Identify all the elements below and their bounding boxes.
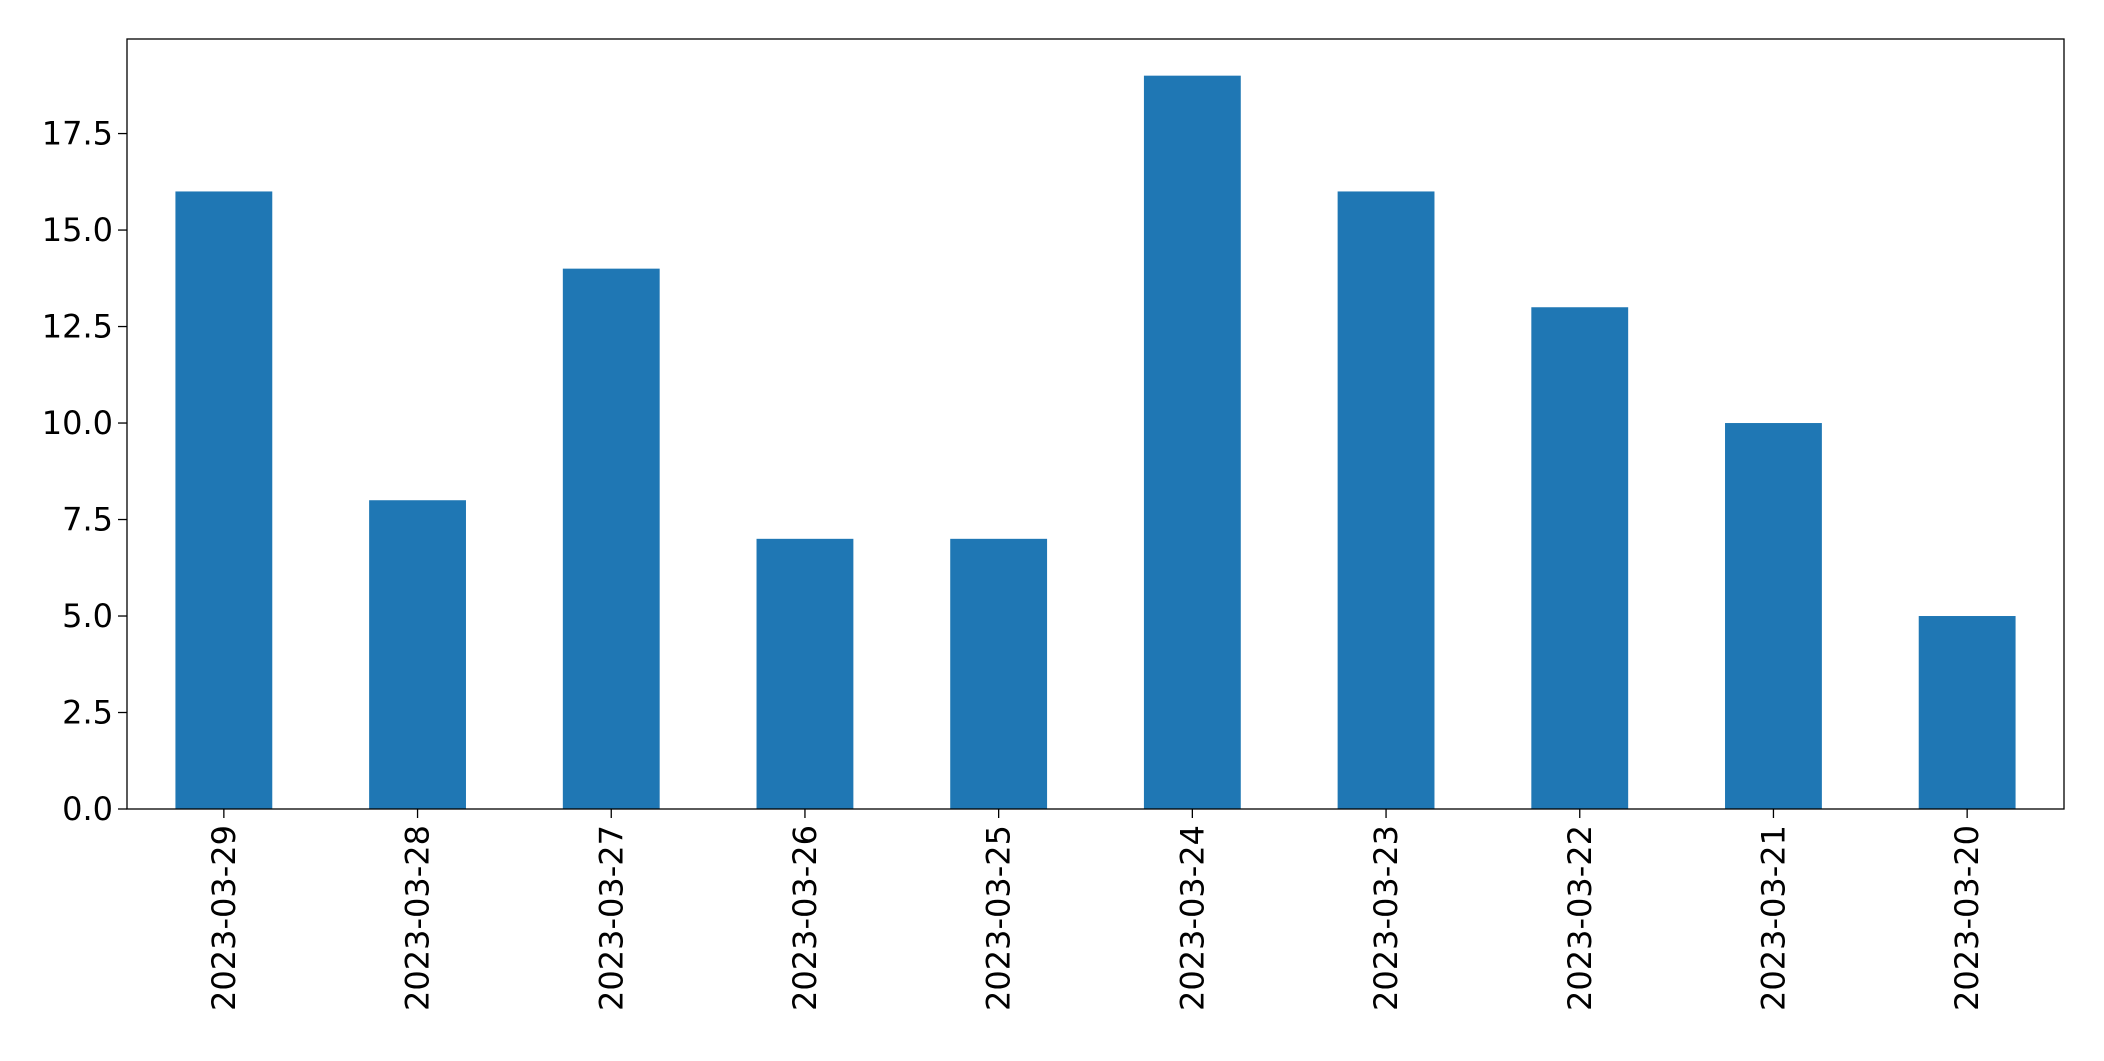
bar: [1337, 191, 1435, 809]
x-tick-label: 2023-03-23: [1367, 825, 1405, 1011]
bar: [175, 191, 273, 809]
bar: [1918, 616, 2016, 809]
x-tick-label: 2023-03-26: [786, 825, 824, 1011]
y-tick-label: 2.5: [62, 694, 113, 732]
y-tick-label: 15.0: [42, 211, 113, 249]
bar: [369, 500, 466, 809]
x-tick-label: 2023-03-28: [399, 825, 437, 1011]
x-tick-label: 2023-03-27: [592, 825, 630, 1011]
bar: [1143, 75, 1241, 809]
y-tick-label: 7.5: [62, 501, 113, 539]
y-tick-label: 17.5: [42, 115, 113, 153]
x-tick-label: 2023-03-29: [205, 825, 243, 1011]
y-tick-label: 0.0: [62, 790, 113, 828]
bar: [756, 538, 854, 809]
plot-frame: [126, 38, 2065, 810]
x-tick-label: 2023-03-25: [980, 825, 1018, 1011]
y-tick-label: 5.0: [62, 597, 113, 635]
x-tick-label: 2023-03-22: [1561, 825, 1599, 1011]
y-tick-label: 10.0: [42, 404, 113, 442]
bar: [950, 538, 1048, 809]
x-tick-label: 2023-03-24: [1173, 825, 1211, 1011]
bar: [1725, 423, 1822, 809]
bar: [1531, 307, 1629, 809]
bar: [562, 268, 660, 809]
x-tick-label: 2023-03-21: [1754, 825, 1792, 1011]
x-tick-label: 2023-03-20: [1948, 825, 1986, 1011]
y-tick-label: 12.5: [42, 308, 113, 346]
